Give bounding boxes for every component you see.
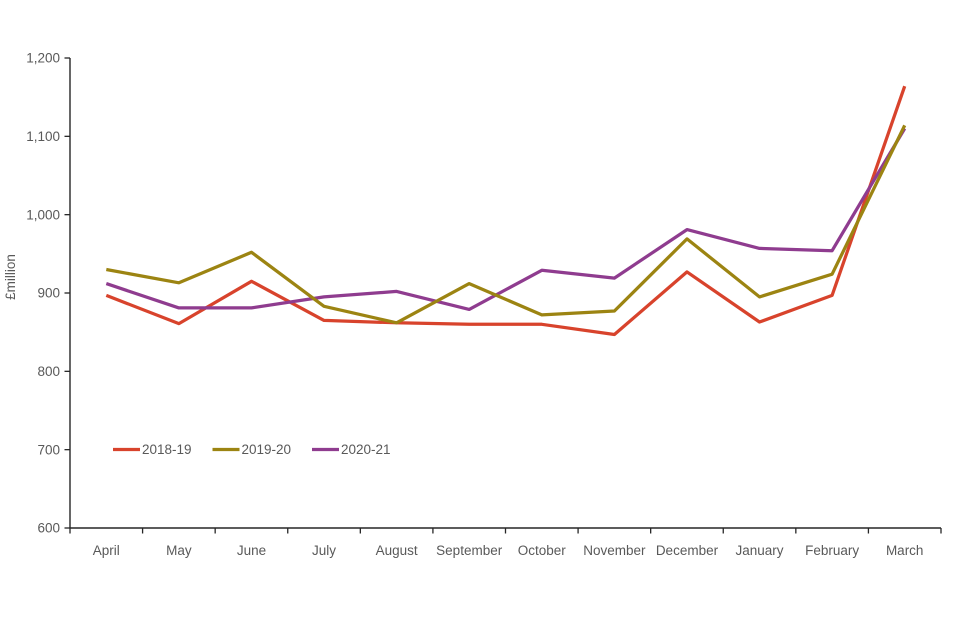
x-axis-category-label: May — [166, 543, 192, 558]
x-axis-category-label: December — [656, 543, 719, 558]
legend-label: 2019-20 — [242, 442, 292, 457]
x-axis-category-label: October — [518, 543, 567, 558]
x-axis-category-label: September — [436, 543, 503, 558]
y-axis-title: £million — [3, 254, 18, 300]
y-axis-tick-label: 600 — [37, 521, 60, 536]
legend-label: 2018-19 — [142, 442, 192, 457]
x-axis-category-label: November — [583, 543, 646, 558]
legend-item-2019-20: 2019-20 — [212, 442, 292, 457]
y-axis-tick-label: 700 — [37, 442, 60, 457]
y-axis-tick-label: 1,000 — [26, 207, 60, 222]
series-line-2019-20 — [106, 124, 907, 325]
y-axis-tick-label: 800 — [37, 364, 60, 379]
legend-item-2018-19: 2018-19 — [113, 442, 192, 457]
y-axis-tick-label: 1,100 — [26, 129, 60, 144]
legend-label: 2020-21 — [341, 442, 391, 457]
x-axis-category-label: March — [886, 543, 924, 558]
x-axis-category-label: July — [312, 543, 336, 558]
x-axis-category-label: August — [376, 543, 418, 558]
x-axis-category-label: February — [805, 543, 859, 558]
x-axis-category-label: June — [237, 543, 266, 558]
y-axis-tick-label: 1,200 — [26, 51, 60, 66]
series-line-2018-19 — [105, 85, 907, 337]
x-axis-category-label: January — [736, 543, 784, 558]
legend-item-2020-21: 2020-21 — [312, 442, 391, 457]
y-axis-tick-label: 900 — [37, 286, 60, 301]
x-axis-category-label: April — [93, 543, 120, 558]
series-line-2020-21 — [105, 127, 907, 312]
